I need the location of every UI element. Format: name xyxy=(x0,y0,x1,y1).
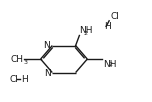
Text: CH: CH xyxy=(10,55,23,64)
Text: 3: 3 xyxy=(23,60,27,65)
Text: Cl: Cl xyxy=(111,12,119,21)
Text: N: N xyxy=(43,40,50,50)
Text: 2: 2 xyxy=(108,62,112,67)
Text: NH: NH xyxy=(79,26,92,35)
Text: 2: 2 xyxy=(84,32,88,37)
Text: H: H xyxy=(21,75,28,84)
Text: N: N xyxy=(44,69,51,78)
Text: Cl: Cl xyxy=(10,75,19,84)
Text: H: H xyxy=(104,22,111,31)
Text: NH: NH xyxy=(103,60,117,69)
